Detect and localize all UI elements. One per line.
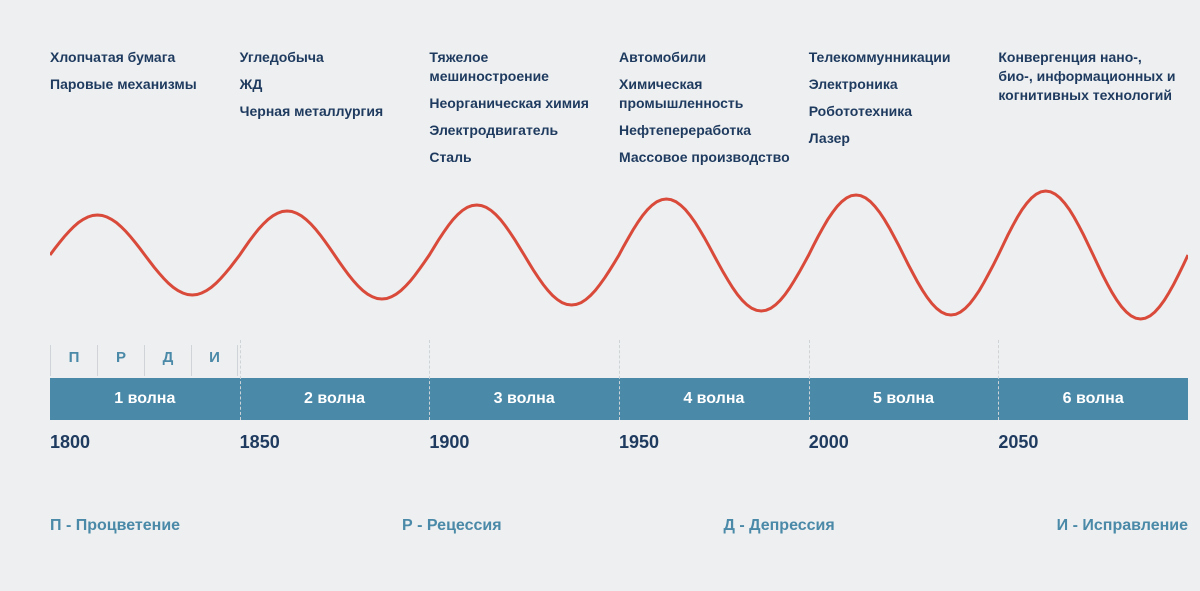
tech-item: Лазер [809, 129, 991, 148]
tech-item: Робототехника [809, 102, 991, 121]
tech-item: Неорганическая химия [429, 94, 611, 113]
tech-item: Паровые механизмы [50, 75, 232, 94]
tech-columns: Хлопчатая бумага Паровые механизмы Угледоб… [50, 48, 1188, 174]
wave-segment: 4 волна [619, 378, 809, 420]
tech-item: Нефтепереработка [619, 121, 801, 140]
legend-item: И - Исправление [1057, 517, 1188, 535]
sine-path [50, 191, 1188, 319]
wave-column: Угледобыча ЖД Черная металлургия [240, 48, 430, 174]
phase-letter: П [50, 345, 97, 376]
tech-item: Сталь [429, 148, 611, 167]
timeline-bar: 1 волна 2 волна 3 волна 4 волна 5 волна 6 вол… [50, 378, 1188, 420]
phase-letter: Р [97, 345, 144, 376]
tech-item: Массовое производство [619, 148, 801, 167]
tech-item: ЖД [240, 75, 422, 94]
wave-label: 3 волна [494, 390, 555, 408]
wave-label: 4 волна [683, 390, 744, 408]
year-label: 1850 [240, 432, 430, 453]
wave-column: Телекоммунникации Электроника Робототехник… [809, 48, 999, 174]
wave-segment: 6 волна [998, 378, 1188, 420]
wave-label: 1 волна [114, 390, 175, 408]
tech-item: Электроника [809, 75, 991, 94]
tech-item: Химическая промышленность [619, 75, 801, 113]
tech-item: Электродвигатель [429, 121, 611, 140]
wave-label: 2 волна [304, 390, 365, 408]
tech-item: Телекоммунникации [809, 48, 991, 67]
wave-label: 5 волна [873, 390, 934, 408]
wave-column: Хлопчатая бумага Паровые механизмы [50, 48, 240, 174]
tech-item: Конвергенция нано-, био-, информационных… [998, 48, 1180, 105]
wave-column: Тяжелое мешиностроение Неорганическая хим… [429, 48, 619, 174]
tech-item: Угледобыча [240, 48, 422, 67]
tech-item: Тяжелое мешиностроение [429, 48, 611, 86]
year-label: 1800 [50, 432, 240, 453]
year-label: 1900 [429, 432, 619, 453]
wave-segment: 5 волна [809, 378, 999, 420]
phase-letter: И [191, 345, 238, 376]
year-label: 2000 [809, 432, 999, 453]
wave-segment: 2 волна [240, 378, 430, 420]
legend-item: Д - Депрессия [724, 517, 835, 535]
years-row: 180018501900195020002050 [50, 432, 1188, 453]
wave-label: 6 волна [1063, 390, 1124, 408]
year-label: 2050 [998, 432, 1188, 453]
tech-item: Автомобили [619, 48, 801, 67]
wave-segment: 3 волна [429, 378, 619, 420]
legend-item: П - Процветение [50, 517, 180, 535]
legend-item: Р - Рецессия [402, 517, 502, 535]
year-label: 1950 [619, 432, 809, 453]
phase-letter: Д [144, 345, 191, 376]
wave-column: Конвергенция нано-, био-, информационных… [998, 48, 1188, 174]
tech-item: Хлопчатая бумага [50, 48, 232, 67]
wave-segment: 1 волна [50, 378, 240, 420]
sine-wave [50, 180, 1188, 330]
tech-item: Черная металлургия [240, 102, 422, 121]
wave-column: Автомобили Химическая промышленность Нефте… [619, 48, 809, 174]
legend-row: П - Процветение Р - Рецессия Д - Депрессия… [50, 517, 1188, 535]
phase-letter-row: ПРДИ [50, 345, 238, 376]
